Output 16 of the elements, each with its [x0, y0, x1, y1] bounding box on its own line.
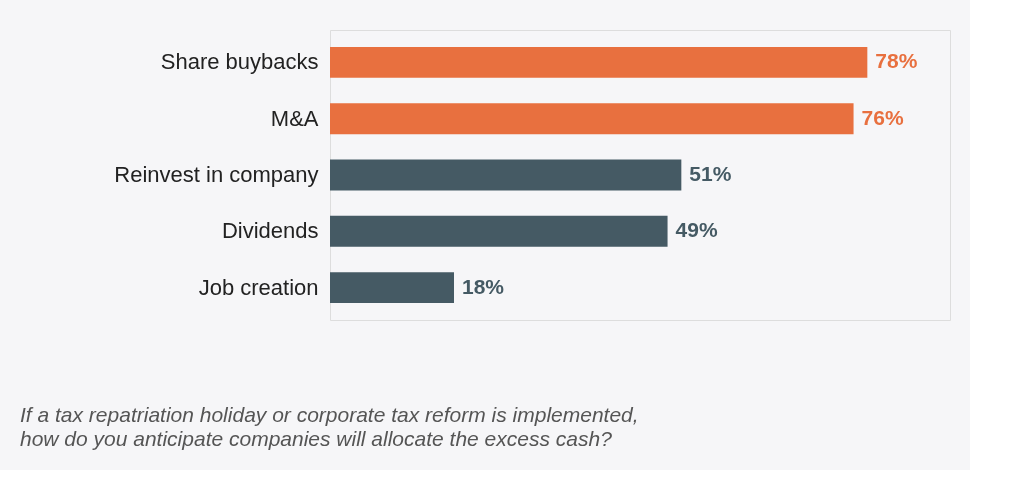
- data-label: 51%: [689, 162, 732, 185]
- bar: [330, 103, 854, 135]
- bar: [330, 272, 454, 304]
- y-tick-label: Reinvest in company: [114, 162, 319, 187]
- y-tick-label: Dividends: [221, 218, 319, 244]
- text: If a tax repatriation holiday or corporate tax reform is implemented, how do you anticipate companies will allocate the excess cash?: [20, 403, 639, 450]
- y-tick-label: M&A: [270, 105, 319, 131]
- bar: [330, 215, 668, 247]
- y-tick-label: Share buybacks: [160, 49, 319, 75]
- data-label: 78%: [875, 49, 918, 73]
- data-label: 18%: [462, 274, 505, 298]
- bar: [330, 159, 682, 191]
- data-label: 76%: [861, 105, 904, 129]
- data-label: 49%: [675, 218, 718, 242]
- bar: [330, 46, 868, 78]
- y-tick-label: Job creation: [198, 274, 319, 300]
